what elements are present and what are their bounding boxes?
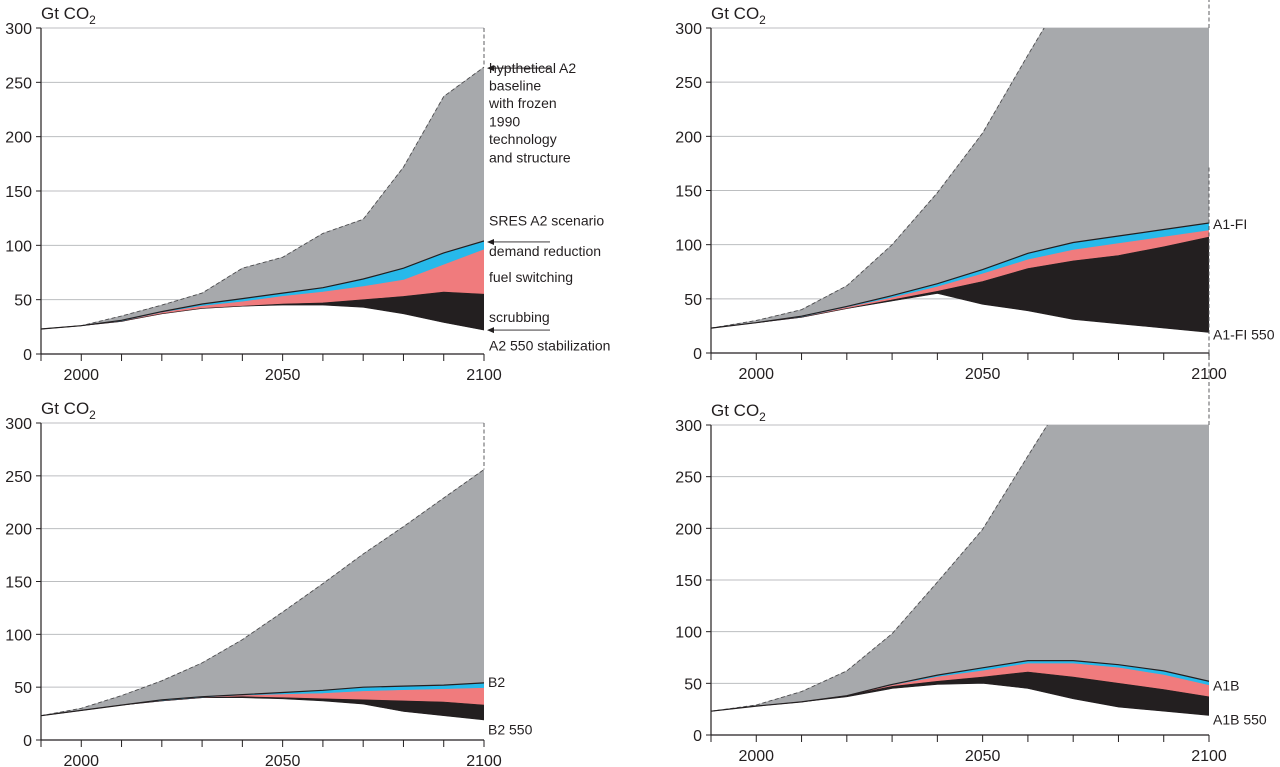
annotation-technology: technology [489,131,557,147]
y-tick-label-200: 200 [5,522,32,539]
x-tick-label-2000: 2000 [738,366,774,383]
annotation-arrow-head [487,65,494,72]
y-tick-label-0: 0 [693,346,702,363]
area-layers [711,425,1209,716]
y-tick-label-100: 100 [5,627,32,644]
baseline-line [711,425,1048,712]
x-tick-label-2000: 2000 [738,748,774,765]
annotation-with-frozen: with frozen [488,95,557,111]
scenario-line [41,240,484,330]
area-layers [41,469,484,721]
x-tick-label-2100: 2100 [466,367,502,384]
y-tick-label-300: 300 [675,21,702,38]
y-tick-label-100: 100 [675,625,702,642]
scrubbing-area [41,291,484,331]
y-tick-label-150: 150 [675,573,702,590]
x-tick-label-2100: 2100 [1191,748,1227,765]
y-tick-label-50: 50 [14,293,32,310]
x-tick-label-2050: 2050 [265,367,301,384]
y-tick-label-200: 200 [5,130,32,147]
y-tick-label-150: 150 [675,184,702,201]
annotation-arrow-head [487,239,494,245]
panel-a1b: 0 50 100 150 200 250 300 2000 2050 2100 Gt CO2 A1B A… [675,166,1267,765]
x-tick-label-2000: 2000 [63,753,99,767]
x-tick-label-2050: 2050 [265,753,301,767]
x-tick-label-2100: 2100 [1191,366,1227,383]
y-tick-label-250: 250 [675,470,702,487]
annotation-demand-reduction: demand reduction [489,243,601,259]
y-tick-label-300: 300 [5,21,32,38]
area-layers [711,28,1209,333]
baseline-line [711,28,1045,329]
y-tick-label-0: 0 [23,347,32,364]
y-tick-label-0: 0 [693,728,702,745]
annotation-a2-550-stabilization: A2 550 stabilization [489,337,610,353]
y-unit-label: Gt CO2 [711,4,766,27]
panel-b2: 0 50 100 150 200 250 300 2000 2050 2100 Gt CO2 B2 B2… [5,399,532,767]
y-unit-label: Gt CO2 [41,399,96,422]
scenario-line [41,682,484,717]
annotation-b2-550: B2 550 [488,721,533,737]
baseline-line [41,469,484,717]
annotation-fuel-switching: fuel switching [489,269,573,285]
annotation-baseline: baseline [489,78,541,94]
annotation-arrow-head [487,327,494,334]
y-unit-label: Gt CO2 [41,4,96,27]
x-tick-label-2050: 2050 [965,748,1001,765]
scenario-line [711,659,1209,712]
y-unit-label: Gt CO2 [711,401,766,424]
y-tick-label-250: 250 [5,469,32,486]
annotation-sres-a2-scenario: SRES A2 scenario [489,212,604,228]
y-tick-label-200: 200 [675,521,702,538]
y-tick-label-200: 200 [675,129,702,146]
y-tick-label-0: 0 [23,733,32,750]
baseline-line [41,66,484,330]
y-tick-label-300: 300 [675,418,702,435]
scenario-line [711,222,1209,329]
annotation-and-structure: and structure [489,149,571,165]
y-tick-label-50: 50 [684,676,702,693]
annotation-a1-fi: A1-FI [1213,216,1247,232]
annotation-scrubbing: scrubbing [489,309,550,325]
y-tick-label-250: 250 [5,75,32,92]
x-tick-label-2050: 2050 [965,366,1001,383]
y-tick-label-50: 50 [14,680,32,697]
y-tick-label-300: 300 [5,416,32,433]
annotation-a1b-550: A1B 550 [1213,712,1267,728]
y-tick-label-50: 50 [684,292,702,309]
y-tick-label-250: 250 [675,75,702,92]
y-tick-label-100: 100 [675,238,702,255]
scrubbing-area [711,236,1209,333]
area-layers [41,66,484,331]
scrubbing-area [41,696,484,721]
baseline-area [41,469,484,716]
annotation-1990: 1990 [489,113,520,129]
x-tick-label-2000: 2000 [63,367,99,384]
panel-a1-fi: 0 50 100 150 200 250 300 2000 2050 2100 Gt CO2 A1-F… [675,0,1275,383]
y-tick-label-150: 150 [5,184,32,201]
scrubbing-area [711,671,1209,716]
y-tick-label-150: 150 [5,575,32,592]
y-tick-label-100: 100 [5,238,32,255]
annotation-b2: B2 [488,674,505,690]
annotation-a1b: A1B [1213,677,1239,693]
annotation-a1-fi-550: A1-FI 550 [1213,327,1275,343]
x-tick-label-2100: 2100 [466,753,502,767]
